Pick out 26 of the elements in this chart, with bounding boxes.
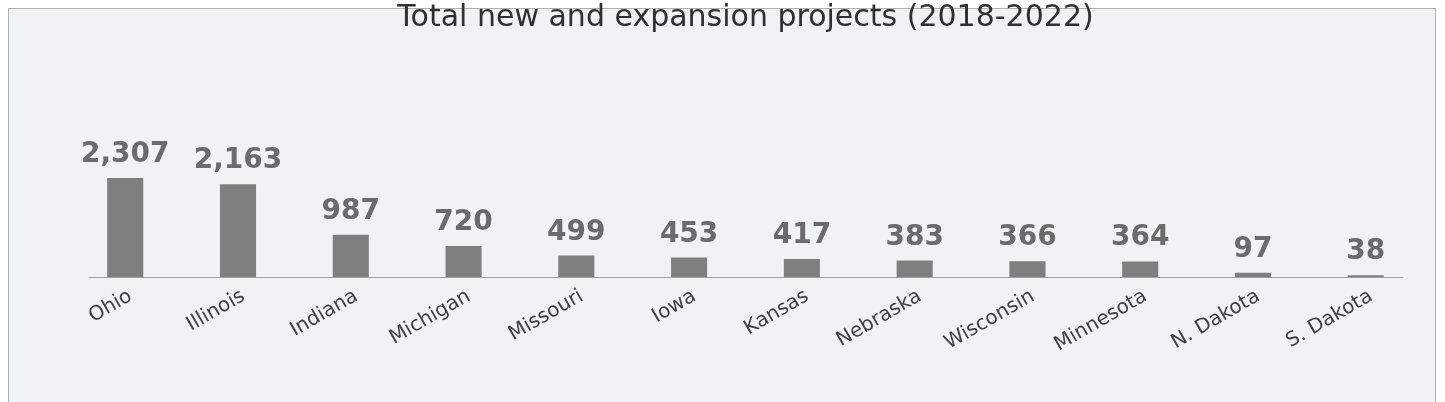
data-label: 383	[885, 218, 944, 252]
data-label: 453	[659, 215, 719, 249]
x-tick-label: Ohio	[83, 282, 136, 327]
data-label: 499	[547, 213, 606, 247]
data-label: 2,163	[193, 142, 283, 176]
bar	[671, 257, 708, 277]
data-label: 97	[1233, 230, 1273, 264]
bar	[1234, 272, 1272, 277]
bar	[783, 259, 820, 277]
data-label: 38	[1346, 233, 1386, 267]
bar	[896, 260, 933, 277]
data-label: 417	[772, 217, 832, 251]
x-tick-label: Iowa	[647, 282, 700, 328]
bar	[107, 178, 144, 277]
data-label: 366	[998, 219, 1057, 253]
bar	[445, 246, 482, 277]
bar	[1122, 261, 1159, 277]
data-label: 364	[1111, 219, 1170, 253]
bar	[219, 184, 257, 277]
data-label: 2,307	[80, 136, 170, 169]
data-label: 720	[434, 204, 493, 238]
bar	[1009, 261, 1046, 277]
bar	[558, 255, 595, 277]
chart-title: Total new and expansion projects (2018-2022)	[396, 0, 1094, 33]
data-label: 987	[321, 192, 380, 226]
bar	[332, 234, 369, 277]
